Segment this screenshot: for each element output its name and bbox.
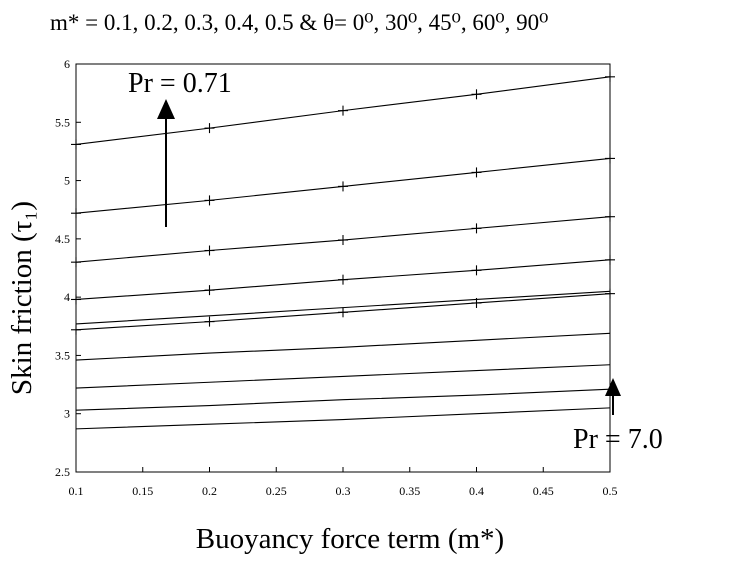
data-point-marker [605,211,615,222]
y-tick-label: 4 [64,290,70,304]
y-tick-label: 3 [64,407,70,421]
x-tick-label: 0.1 [69,484,84,498]
data-point-marker [71,257,81,268]
data-point-marker [605,288,615,299]
x-tick-label: 0.15 [132,484,153,498]
series-line-10 [75,407,611,430]
x-tick-label: 0.5 [603,484,618,498]
arrow-up-bottom-icon [605,378,621,396]
data-point-marker [338,274,348,285]
y-tick-label: 5.5 [55,115,70,129]
x-tick-label: 0.3 [336,484,351,498]
data-point-marker [204,245,215,256]
y-axis-label: Skin friction (τ₁) [6,201,38,395]
data-point-marker [71,324,81,335]
y-tick-label: 2.5 [55,465,70,479]
data-point-marker [471,297,482,308]
x-tick-label: 0.4 [469,484,484,498]
data-point-marker [71,139,81,150]
data-point-marker [605,254,615,265]
y-axis-ticks: 2.5 3 3.5 4 4.5 5 5.5 6 [55,57,81,479]
data-point-marker [471,167,482,178]
y-tick-label: 3.5 [55,348,70,362]
data-point-marker [605,71,615,82]
x-tick-label: 0.45 [533,484,554,498]
x-tick-label: 0.35 [399,484,420,498]
y-tick-label: 5 [64,174,70,188]
series-line-7 [75,332,611,361]
data-point-marker [204,285,215,296]
y-tick-label: 4.5 [55,232,70,246]
arrow-up-top-icon [157,99,175,119]
data-point-marker [71,294,81,305]
data-point-marker [338,105,348,116]
annotation-top: Pr = 0.71 [128,68,232,99]
y-tick-label: 6 [64,57,70,71]
data-point-marker [204,316,215,327]
data-point-marker [204,123,215,134]
series-line-8 [75,364,611,389]
data-point-marker [605,153,615,164]
data-point-marker [471,223,482,234]
x-axis-ticks: 0.1 0.15 0.2 0.25 0.3 0.35 0.4 0.45 0.5 [69,467,618,498]
series-lines [75,76,611,430]
annotation-bottom: Pr = 7.0 [573,424,663,455]
data-point-marker [204,195,215,206]
x-axis-label: Buoyancy force term (m*) [196,523,504,555]
x-tick-label: 0.2 [202,484,217,498]
data-point-marker [71,208,81,219]
data-point-marker [338,307,348,318]
data-point-marker [471,265,482,276]
plot-frame [75,63,611,473]
data-point-marker [338,235,348,246]
series-markers [71,71,615,335]
x-tick-label: 0.25 [266,484,287,498]
data-point-marker [338,181,348,192]
series-line-9 [75,388,611,411]
chart-title: m* = 0.1, 0.2, 0.3, 0.4, 0.5 & θ= 0⁰, 30… [50,10,548,35]
data-point-marker [471,89,482,100]
